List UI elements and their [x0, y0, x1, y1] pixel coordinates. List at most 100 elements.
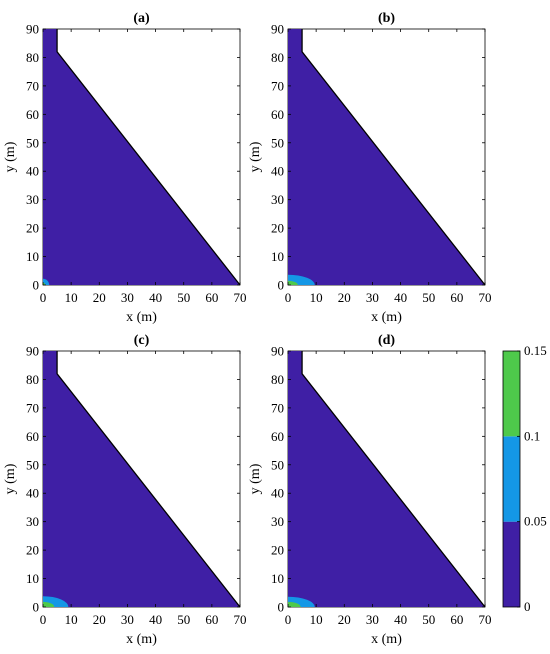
x-tick-label: 0 [285, 290, 292, 305]
y-tick-label: 0 [33, 278, 40, 293]
y-tick-label: 10 [271, 571, 284, 586]
x-tick-label: 70 [234, 290, 247, 305]
x-tick-label: 50 [422, 612, 435, 627]
y-tick-label: 50 [271, 457, 284, 472]
contour-level-0.05 [288, 596, 315, 607]
subplot-title: (c) [134, 333, 150, 348]
x-tick-label: 20 [338, 612, 351, 627]
contour-patches [43, 596, 69, 607]
x-axis-label: x (m) [126, 310, 157, 325]
y-tick-label: 80 [271, 372, 284, 387]
y-tick-label: 80 [26, 50, 39, 65]
colorbar-band [503, 521, 520, 607]
y-tick-label: 30 [26, 192, 39, 207]
y-tick-label: 90 [271, 344, 284, 359]
x-tick-label: 0 [285, 612, 292, 627]
y-tick-label: 10 [26, 249, 39, 264]
y-tick-label: 60 [271, 107, 284, 122]
y-tick-label: 30 [271, 514, 284, 529]
colorbar-band [503, 351, 520, 437]
y-tick-label: 70 [26, 78, 39, 93]
y-tick-label: 70 [26, 400, 39, 415]
domain-boundary [56, 29, 241, 286]
subplot-title: (b) [378, 11, 395, 26]
y-tick-label: 60 [271, 429, 284, 444]
domain-fill [288, 29, 485, 285]
colorbar-tick-label: 0.1 [524, 428, 540, 443]
domain-fill [288, 351, 485, 607]
x-tick-label: 20 [338, 290, 351, 305]
domain-fill [43, 351, 240, 607]
x-tick-label: 10 [310, 612, 323, 627]
x-tick-label: 70 [479, 612, 492, 627]
subplot-title: (a) [133, 11, 150, 26]
y-tick-label: 40 [271, 164, 284, 179]
x-tick-label: 70 [479, 290, 492, 305]
x-axis-label: x (m) [371, 310, 402, 325]
subplot-d: 0 10 20 30 40 50 60 70 0 10 20 30 40 50 60 70 80 90 (d) x (… [248, 333, 492, 647]
contour-patches [288, 274, 315, 285]
domain-boundary [56, 351, 241, 608]
x-tick-label: 60 [450, 612, 463, 627]
x-tick-label: 30 [121, 290, 134, 305]
y-tick-label: 50 [26, 135, 39, 150]
x-tick-label: 10 [65, 290, 78, 305]
x-tick-label: 50 [177, 612, 190, 627]
y-axis-label: y (m) [3, 141, 18, 172]
x-tick-label: 30 [121, 612, 134, 627]
subplot-c: 0 10 20 30 40 50 60 70 0 10 20 30 40 50 60 70 80 90 (c) x (… [3, 333, 247, 647]
colorbar-tick-label: 0 [524, 599, 531, 614]
colorbar-tick-label: 0.15 [524, 343, 547, 358]
x-tick-label: 10 [310, 290, 323, 305]
y-tick-label: 90 [271, 22, 284, 37]
x-tick-label: 40 [149, 612, 162, 627]
contour-patches [43, 278, 50, 285]
x-tick-label: 30 [366, 290, 379, 305]
y-tick-label: 90 [26, 344, 39, 359]
y-tick-label: 50 [271, 135, 284, 150]
contour-level-0.1 [288, 601, 301, 607]
x-tick-label: 70 [234, 612, 247, 627]
y-tick-label: 10 [271, 249, 284, 264]
domain-boundary [301, 29, 486, 286]
contour-level-0.05 [43, 278, 50, 285]
subplot-b: 0 10 20 30 40 50 60 70 0 10 20 30 40 50 60 70 80 90 (b) x (… [248, 11, 492, 325]
contour-level-0.05 [288, 274, 315, 285]
x-tick-label: 60 [450, 290, 463, 305]
y-tick-label: 20 [26, 221, 39, 236]
y-tick-label: 70 [271, 400, 284, 415]
x-tick-label: 40 [394, 290, 407, 305]
y-tick-label: 50 [26, 457, 39, 472]
y-tick-label: 0 [278, 278, 285, 293]
y-axis-label: y (m) [3, 463, 18, 494]
x-tick-label: 20 [93, 290, 106, 305]
y-tick-label: 40 [271, 486, 284, 501]
y-tick-label: 80 [26, 372, 39, 387]
x-tick-label: 50 [422, 290, 435, 305]
contour-level-0.1 [288, 280, 298, 285]
x-tick-label: 50 [177, 290, 190, 305]
y-tick-label: 80 [271, 50, 284, 65]
y-tick-label: 40 [26, 164, 39, 179]
contour-level-0.1 [43, 282, 46, 285]
x-tick-label: 30 [366, 612, 379, 627]
x-tick-label: 20 [93, 612, 106, 627]
y-tick-label: 10 [26, 571, 39, 586]
colorbar: 0 0.05 0.1 0.15 [502, 343, 547, 614]
x-tick-label: 0 [40, 290, 47, 305]
y-tick-label: 40 [26, 486, 39, 501]
y-tick-label: 20 [26, 543, 39, 558]
x-tick-label: 60 [205, 612, 218, 627]
x-tick-label: 60 [205, 290, 218, 305]
y-tick-label: 30 [271, 192, 284, 207]
x-tick-label: 0 [40, 612, 47, 627]
contour-patches [288, 596, 315, 607]
x-tick-label: 40 [394, 612, 407, 627]
domain-boundary [301, 351, 486, 608]
x-axis-label: x (m) [371, 632, 402, 647]
contour-level-0.05 [43, 596, 69, 607]
domain-fill [43, 29, 240, 285]
y-tick-label: 60 [26, 107, 39, 122]
y-axis-label: y (m) [248, 463, 263, 494]
